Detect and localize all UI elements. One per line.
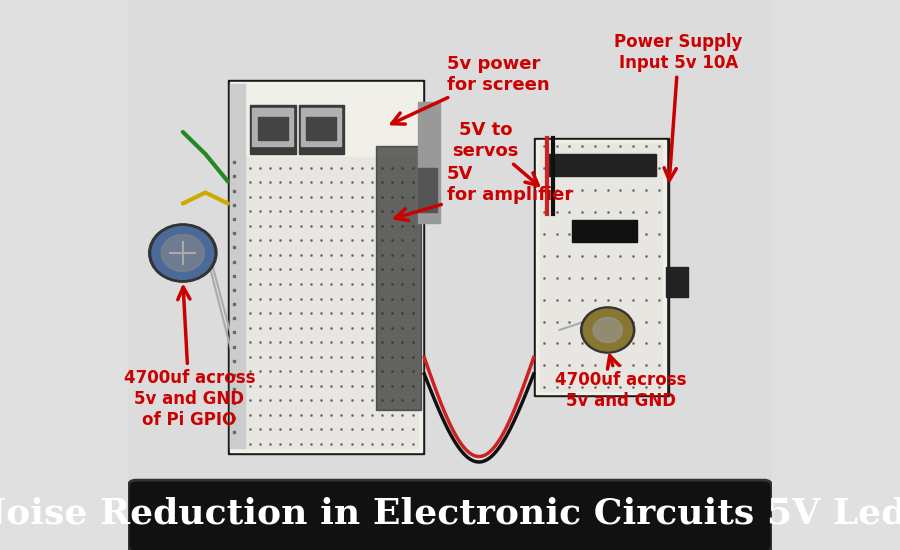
Bar <box>250 104 295 154</box>
Bar <box>418 102 440 223</box>
Bar <box>534 138 669 396</box>
Text: 4700uf across
5v and GND: 4700uf across 5v and GND <box>554 356 687 410</box>
Bar <box>257 117 288 140</box>
Bar <box>536 140 666 394</box>
Text: 4700uf across
5v and GND
of Pi GPIO: 4700uf across 5v and GND of Pi GPIO <box>123 287 255 428</box>
Bar <box>128 0 772 481</box>
Text: Noise Reduction in Electronic Circuits 5V Leds: Noise Reduction in Electronic Circuits 5… <box>0 497 900 530</box>
Circle shape <box>161 234 204 272</box>
Circle shape <box>593 317 623 343</box>
Bar <box>299 104 344 154</box>
Circle shape <box>148 224 217 282</box>
FancyBboxPatch shape <box>128 480 772 550</box>
Circle shape <box>152 227 213 279</box>
Text: 5v power
for screen: 5v power for screen <box>392 55 549 124</box>
Text: Power Supply
Input 5v 10A: Power Supply Input 5v 10A <box>615 33 742 180</box>
Text: 5V
for amplifier: 5V for amplifier <box>395 165 573 221</box>
Bar <box>540 143 662 390</box>
Bar <box>252 108 292 146</box>
Bar <box>666 267 688 297</box>
Text: 5V to
servos: 5V to servos <box>452 121 538 185</box>
Bar <box>230 84 245 448</box>
Bar <box>230 82 422 452</box>
Bar <box>306 117 336 140</box>
Bar <box>418 168 437 212</box>
Bar <box>228 80 424 454</box>
Bar <box>301 108 341 146</box>
Bar <box>572 220 636 242</box>
Bar <box>234 157 418 448</box>
Circle shape <box>580 307 634 353</box>
Circle shape <box>583 309 632 351</box>
Bar <box>546 154 656 176</box>
Bar <box>376 146 421 410</box>
